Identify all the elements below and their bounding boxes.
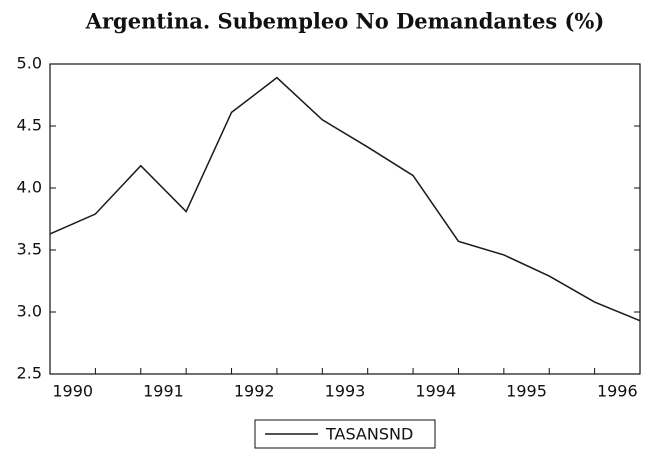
- y-tick-label: 2.5: [17, 364, 42, 383]
- x-tick-label: 1991: [143, 382, 184, 401]
- y-tick-label: 5.0: [17, 54, 42, 73]
- y-tick-label: 4.5: [17, 116, 42, 135]
- legend-label: TASANSND: [325, 425, 413, 444]
- plot-frame: [49, 63, 641, 375]
- x-tick-label: 1993: [325, 382, 366, 401]
- y-tick-label: 3.5: [17, 240, 42, 259]
- x-tick-label: 1996: [597, 382, 638, 401]
- y-tick-label: 3.0: [17, 302, 42, 321]
- y-tick-label: 4.0: [17, 178, 42, 197]
- chart-title: Argentina. Subempleo No Demandantes (%): [85, 9, 605, 34]
- x-tick-label: 1994: [415, 382, 456, 401]
- x-tick-label: 1995: [506, 382, 547, 401]
- x-tick-label: 1990: [52, 382, 93, 401]
- x-tick-label: 1992: [234, 382, 275, 401]
- data-line: [49, 76, 641, 322]
